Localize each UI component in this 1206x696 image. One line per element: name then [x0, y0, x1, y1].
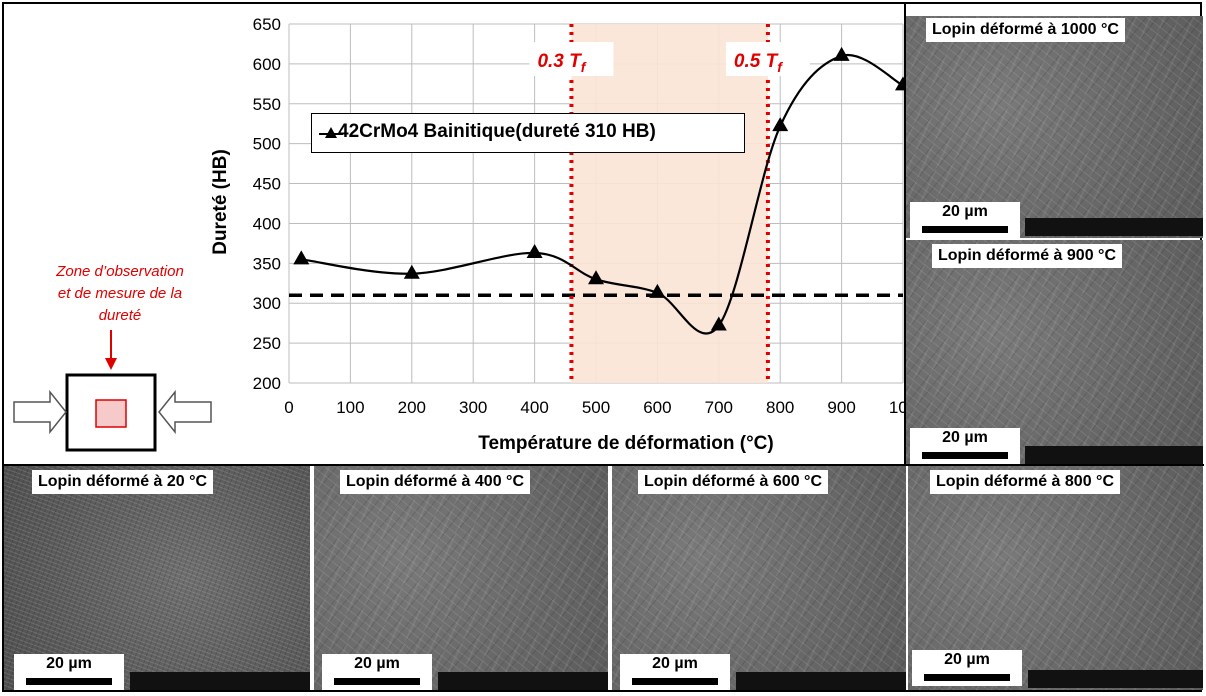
- chart-shaded-region: [571, 24, 768, 383]
- sem-info-strip: [130, 672, 310, 690]
- zone-caption-line: Zone d’observation: [56, 263, 184, 280]
- x-tick-label: 100: [336, 398, 364, 417]
- observation-zone: [95, 399, 127, 428]
- sem-info-strip: [1028, 670, 1203, 688]
- micrograph-1000c: [906, 16, 1203, 238]
- x-tick-label: 300: [459, 398, 487, 417]
- data-point-marker: [772, 117, 789, 132]
- chart-annotations: 0.3 Tf 0.5 Tf: [529, 42, 810, 76]
- scale-label: 20 µm: [944, 651, 990, 668]
- y-tick-label: 250: [253, 334, 281, 353]
- scale-bar: 20 µm: [910, 202, 1020, 238]
- micrograph-400c: [314, 466, 608, 690]
- sem-info-strip: [1025, 218, 1203, 236]
- micrograph-600c: [612, 466, 906, 690]
- data-point-marker: [833, 46, 850, 61]
- data-point-marker: [526, 243, 543, 258]
- x-tick-label: 100: [889, 398, 906, 417]
- shaded-region: [571, 24, 768, 383]
- y-tick-label: 300: [253, 294, 281, 313]
- zone-caption-line: dureté: [98, 307, 142, 324]
- scale-label: 20 µm: [46, 655, 92, 672]
- y-tick-label: 450: [253, 175, 281, 194]
- data-point-marker: [895, 76, 906, 91]
- y-tick-label: 350: [253, 254, 281, 273]
- micrograph-label: Lopin déformé à 1000 °C: [926, 18, 1125, 42]
- x-tick-label: 600: [643, 398, 671, 417]
- scale-bar: 20 µm: [14, 654, 124, 690]
- scale-bar: 20 µm: [620, 654, 730, 690]
- scale-bar: 20 µm: [910, 428, 1020, 464]
- y-tick-label: 400: [253, 214, 281, 233]
- legend-label: 42CrMo4 Bainitique(dureté 310 HB): [338, 121, 656, 142]
- x-tick-label: 700: [705, 398, 733, 417]
- x-tick-label: 400: [520, 398, 548, 417]
- scale-bar: 20 µm: [322, 654, 432, 690]
- row-divider: [2, 464, 1204, 466]
- data-point-marker: [403, 264, 420, 279]
- y-tick-label: 550: [253, 95, 281, 114]
- chart-ticks: 200 250 300 350 400 450 500 550 600 650 0 100 200 300…: [253, 15, 906, 417]
- x-tick-label: 500: [582, 398, 610, 417]
- x-axis-title: Température de déformation (°C): [478, 433, 773, 454]
- series-line: [301, 53, 904, 335]
- annotation-subscript: f: [581, 59, 587, 75]
- zone-caption-line: et de mesure de la: [57, 285, 183, 302]
- hardness-chart: 200 250 300 350 400 450 500 550 600 650 0 100 200 300…: [210, 15, 906, 454]
- sem-info-strip: [1025, 446, 1203, 464]
- annotation-bg: [529, 42, 614, 76]
- micrograph-label: Lopin déformé à 400 °C: [340, 470, 530, 494]
- data-point-marker: [588, 270, 604, 285]
- scale-bar: 20 µm: [912, 650, 1022, 686]
- zone-caption: Zone d’observation et de mesure de la du…: [20, 261, 220, 327]
- arrow-head-icon: [105, 358, 117, 370]
- annotation-subscript: f: [777, 59, 783, 75]
- micrograph-20c: [4, 466, 310, 690]
- x-tick-label: 0: [284, 398, 293, 417]
- column-divider: [904, 2, 906, 464]
- sem-info-strip: [438, 672, 608, 690]
- y-axis-title: Dureté (HB): [210, 149, 231, 255]
- scale-bar-line: [26, 678, 112, 685]
- scale-bar-line: [924, 674, 1010, 681]
- y-tick-label: 500: [253, 135, 281, 154]
- micrograph-label: Lopin déformé à 600 °C: [638, 470, 828, 494]
- micrograph-label: Lopin déformé à 800 °C: [930, 470, 1120, 494]
- sem-info-strip: [736, 672, 906, 690]
- data-point-marker: [649, 283, 666, 298]
- scale-label: 20 µm: [942, 203, 988, 220]
- annotation-bg: [725, 42, 810, 76]
- legend-marker: [319, 127, 343, 138]
- micrograph-900c: [906, 240, 1203, 464]
- scale-bar-line: [922, 226, 1008, 233]
- scale-label: 20 µm: [652, 655, 698, 672]
- scale-bar-line: [334, 678, 420, 685]
- x-tick-label: 200: [398, 398, 426, 417]
- arrow-right-icon: [13, 389, 67, 435]
- compression-schematic: [13, 330, 212, 452]
- chart-series: [293, 46, 906, 335]
- scale-bar-line: [922, 452, 1008, 459]
- x-tick-label: 900: [827, 398, 855, 417]
- y-tick-label: 650: [253, 15, 281, 34]
- scale-bar-line: [632, 678, 718, 685]
- legend-box: [311, 113, 745, 153]
- micrograph-label: Lopin déformé à 900 °C: [932, 244, 1122, 268]
- annotation-label: 0.3 Tf: [537, 51, 586, 75]
- y-tick-label: 200: [253, 374, 281, 393]
- scale-label: 20 µm: [354, 655, 400, 672]
- micrograph-label: Lopin déformé à 20 °C: [32, 470, 214, 494]
- data-point-marker: [710, 316, 727, 331]
- y-tick-label: 600: [253, 55, 281, 74]
- data-point-marker: [293, 250, 310, 265]
- annotation-label: 0.5 Tf: [734, 51, 783, 75]
- arrow-left-icon: [158, 389, 212, 435]
- scale-label: 20 µm: [942, 429, 988, 446]
- x-tick-label: 800: [766, 398, 794, 417]
